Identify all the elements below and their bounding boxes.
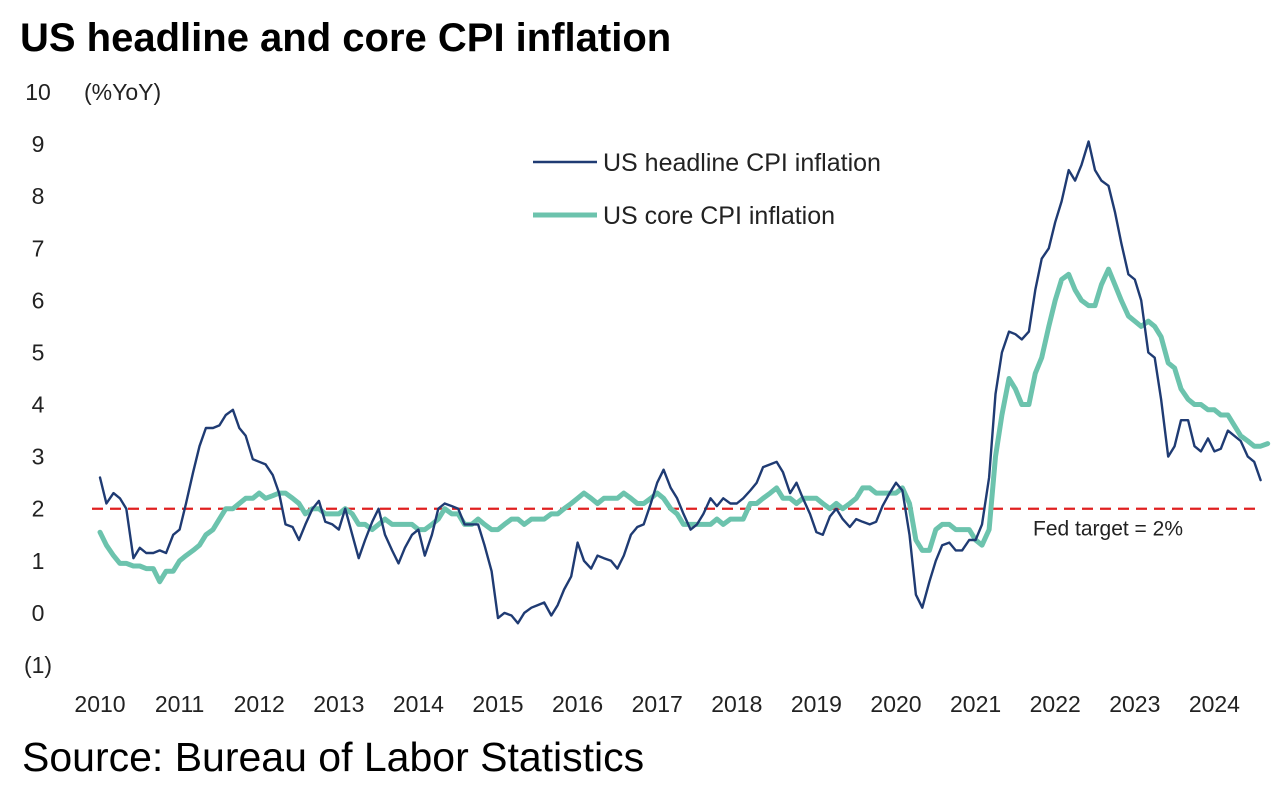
x-tick-label: 2015 [472, 691, 523, 717]
y-tick-label: 6 [32, 287, 45, 313]
x-tick-label: 2018 [711, 691, 762, 717]
chart-source: Source: Bureau of Labor Statistics [22, 734, 645, 780]
y-tick-label: 2 [32, 496, 45, 522]
y-tick-label: 1 [32, 548, 45, 574]
fed-target-label: Fed target = 2% [1033, 518, 1183, 541]
x-tick-label: 2016 [552, 691, 603, 717]
legend-label: US core CPI inflation [603, 202, 835, 230]
x-axis-ticks: 2010 2011 2012 2013 2014 2015 2016 2017 2018 2019… [74, 691, 1240, 717]
y-tick-label: 10 [25, 79, 51, 105]
x-tick-label: 2019 [791, 691, 842, 717]
y-tick-label: 4 [32, 392, 45, 418]
x-tick-label: 2020 [870, 691, 921, 717]
y-tick-label: 7 [32, 235, 45, 261]
x-tick-label: 2012 [234, 691, 285, 717]
y-tick-label: 5 [32, 339, 45, 365]
core-cpi-line [97, 266, 1271, 585]
x-tick-label: 2017 [632, 691, 683, 717]
headline-cpi-line [98, 140, 1262, 625]
y-tick-label: 0 [32, 600, 45, 626]
y-tick-label: (1) [24, 652, 52, 678]
x-tick-label: 2021 [950, 691, 1001, 717]
legend: US headline CPI inflation US core CPI inf… [533, 149, 881, 230]
chart-title: US headline and core CPI inflation [20, 16, 672, 60]
y-tick-label: 8 [32, 183, 45, 209]
fed-target-group: Fed target = 2% [92, 507, 1262, 541]
legend-label: US headline CPI inflation [603, 149, 881, 177]
x-tick-label: 2010 [74, 691, 125, 717]
x-tick-label: 2024 [1189, 691, 1240, 717]
x-tick-label: 2014 [393, 691, 444, 717]
x-tick-label: 2023 [1109, 691, 1160, 717]
y-tick-label: 9 [32, 131, 45, 157]
series-lines [97, 140, 1271, 625]
y-axis-unit-label: (%YoY) [84, 79, 161, 105]
x-tick-label: 2022 [1030, 691, 1081, 717]
x-tick-label: 2011 [155, 691, 204, 717]
x-tick-label: 2013 [313, 691, 364, 717]
y-tick-label: 3 [32, 444, 45, 470]
